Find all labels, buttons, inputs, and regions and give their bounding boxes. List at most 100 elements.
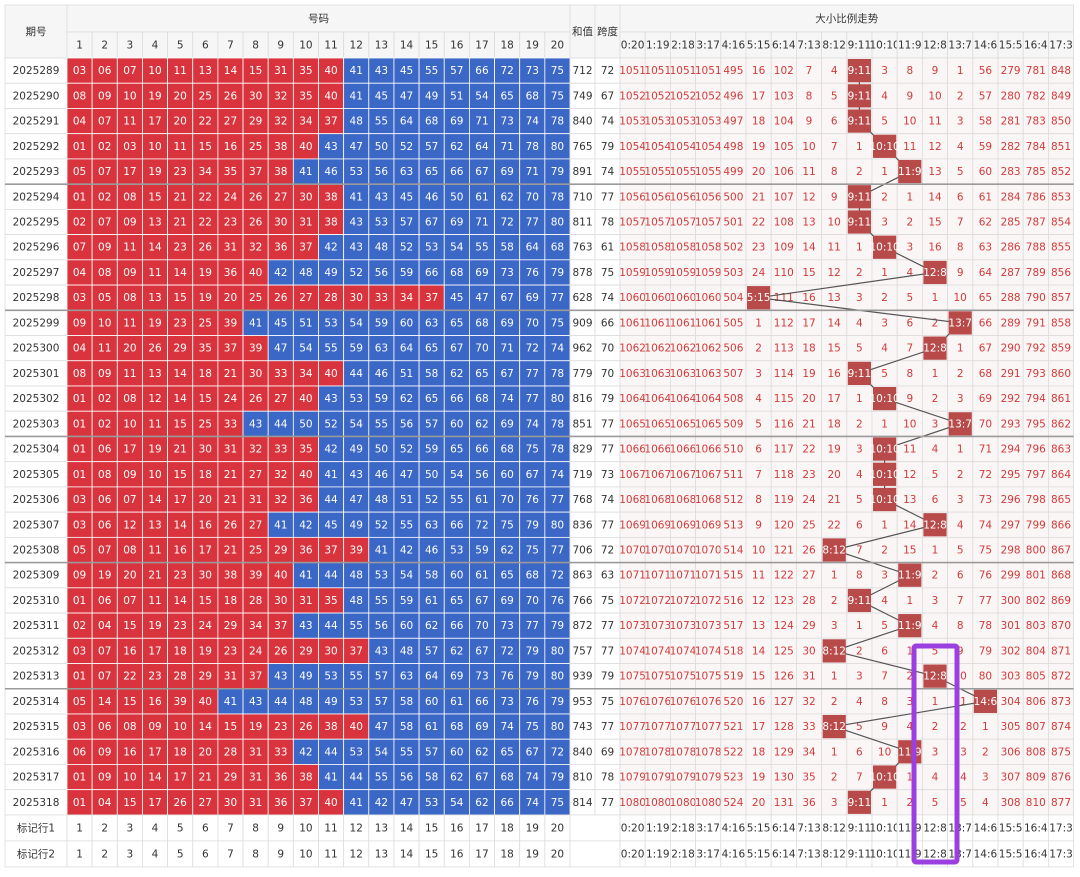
trend-cell-bg <box>745 335 772 362</box>
number-cell: 08 <box>123 191 136 203</box>
number-cell: 53 <box>450 544 463 556</box>
number-cell: 65 <box>450 444 463 456</box>
number-cell: 10 <box>123 90 136 102</box>
trend-cell-bg <box>695 234 722 261</box>
footer-ratio: 7:13 <box>797 822 821 834</box>
number-cell: 24 <box>249 645 263 657</box>
trend-cell: 18 <box>752 116 765 128</box>
trend-cell: 13 <box>903 494 916 506</box>
sum-bg <box>569 335 596 362</box>
trend-cell: 1059 <box>695 267 722 279</box>
footer-ratio: 6:14 <box>772 848 796 860</box>
number-cell: 02 <box>98 418 111 430</box>
number-cell: 31 <box>299 595 312 607</box>
trend-cell: 27 <box>802 570 815 582</box>
trend-cell: 298 <box>1001 544 1021 556</box>
ratio-column-label: 6:14 <box>772 40 796 52</box>
number-cell-bg <box>66 133 93 160</box>
number-cell: 01 <box>73 418 86 430</box>
number-cell: 28 <box>324 292 337 304</box>
trend-cell: 1061 <box>670 317 697 329</box>
trend-cell: 11 <box>752 570 765 582</box>
number-cell-bg <box>418 385 445 412</box>
number-cell: 47 <box>400 90 413 102</box>
number-cell: 30 <box>224 797 237 809</box>
footer-ratio: 14:6 <box>974 848 998 860</box>
trend-cell: 13 <box>802 216 815 228</box>
number-cell: 18 <box>173 645 186 657</box>
sum: 814 <box>572 797 592 809</box>
number-cell: 68 <box>500 444 513 456</box>
footer-label: 标记行1 <box>17 821 55 834</box>
span: 67 <box>601 90 614 102</box>
number-cell: 07 <box>98 645 111 657</box>
number-cell-bg <box>519 410 546 437</box>
trend-cell: 1056 <box>644 191 671 203</box>
trend-cell: 1060 <box>670 292 697 304</box>
ratio-column-label: 1:19 <box>646 40 670 52</box>
number-cell: 55 <box>425 65 438 77</box>
number-cell-bg <box>544 335 571 362</box>
trend-cell: 1068 <box>670 494 697 506</box>
trend-cell: 4 <box>856 469 863 481</box>
number-cell: 50 <box>375 444 388 456</box>
number-cell-bg <box>192 57 219 84</box>
trend-cell: 12 <box>928 141 941 153</box>
trend-cell: 285 <box>1001 216 1021 228</box>
number-cell: 53 <box>350 696 363 708</box>
trend-cell: 2 <box>906 216 913 228</box>
number-cell-bg <box>217 82 244 109</box>
trend-cell: 1 <box>856 141 863 153</box>
trend-cell: 2 <box>932 721 939 733</box>
period-bg <box>4 108 68 135</box>
number-cell-bg <box>368 410 395 437</box>
trend-cell: 10 <box>903 116 916 128</box>
trend-cell-bg <box>1048 385 1075 412</box>
number-cell: 54 <box>475 90 489 102</box>
number-cell: 11 <box>173 141 186 153</box>
number-cell: 09 <box>73 317 86 329</box>
ratio-column-label: 3:17 <box>696 40 720 52</box>
span: 75 <box>601 595 614 607</box>
ratio-column-label-bg <box>846 31 873 59</box>
number-cell: 35 <box>199 343 212 355</box>
number-cell: 70 <box>500 494 513 506</box>
hit-cell: 9:11 <box>848 90 872 102</box>
ratio-column-label: 11:9 <box>898 40 922 52</box>
trend-cell-bg <box>947 158 974 185</box>
number-cell: 17 <box>123 444 136 456</box>
number-cell-bg <box>393 82 420 109</box>
number-cell-bg <box>167 158 194 185</box>
number-cell: 62 <box>450 368 463 380</box>
number-cell: 51 <box>450 90 463 102</box>
trend-cell: 24 <box>752 267 766 279</box>
trend-cell-bg <box>1022 436 1049 463</box>
number-cell: 45 <box>375 90 388 102</box>
number-cell: 15 <box>123 696 136 708</box>
number-cell-bg <box>167 385 194 412</box>
number-column-label: 19 <box>526 40 539 52</box>
number-cell: 61 <box>425 595 438 607</box>
number-cell: 19 <box>148 444 161 456</box>
sum: 811 <box>572 216 592 228</box>
number-cell: 57 <box>400 216 413 228</box>
number-cell: 20 <box>199 494 212 506</box>
trend-cell: 1079 <box>644 772 671 784</box>
number-cell-bg <box>343 57 370 84</box>
trend-cell: 68 <box>979 368 992 380</box>
number-cell-bg <box>368 234 395 261</box>
sum-bg <box>569 208 596 236</box>
trend-cell: 5 <box>831 90 838 102</box>
trend-cell: 1073 <box>619 620 646 632</box>
number-cell-bg <box>192 234 219 261</box>
hit-cell: 10:10 <box>869 242 899 254</box>
number-cell: 14 <box>199 721 213 733</box>
number-cell: 37 <box>425 292 438 304</box>
period: 2025293 <box>13 166 60 178</box>
number-cell: 65 <box>500 746 513 758</box>
number-cell-bg <box>468 108 495 135</box>
number-cell: 42 <box>299 519 312 531</box>
number-cell: 06 <box>98 519 112 531</box>
trend-cell-bg <box>871 335 898 362</box>
span: 77 <box>601 191 614 203</box>
